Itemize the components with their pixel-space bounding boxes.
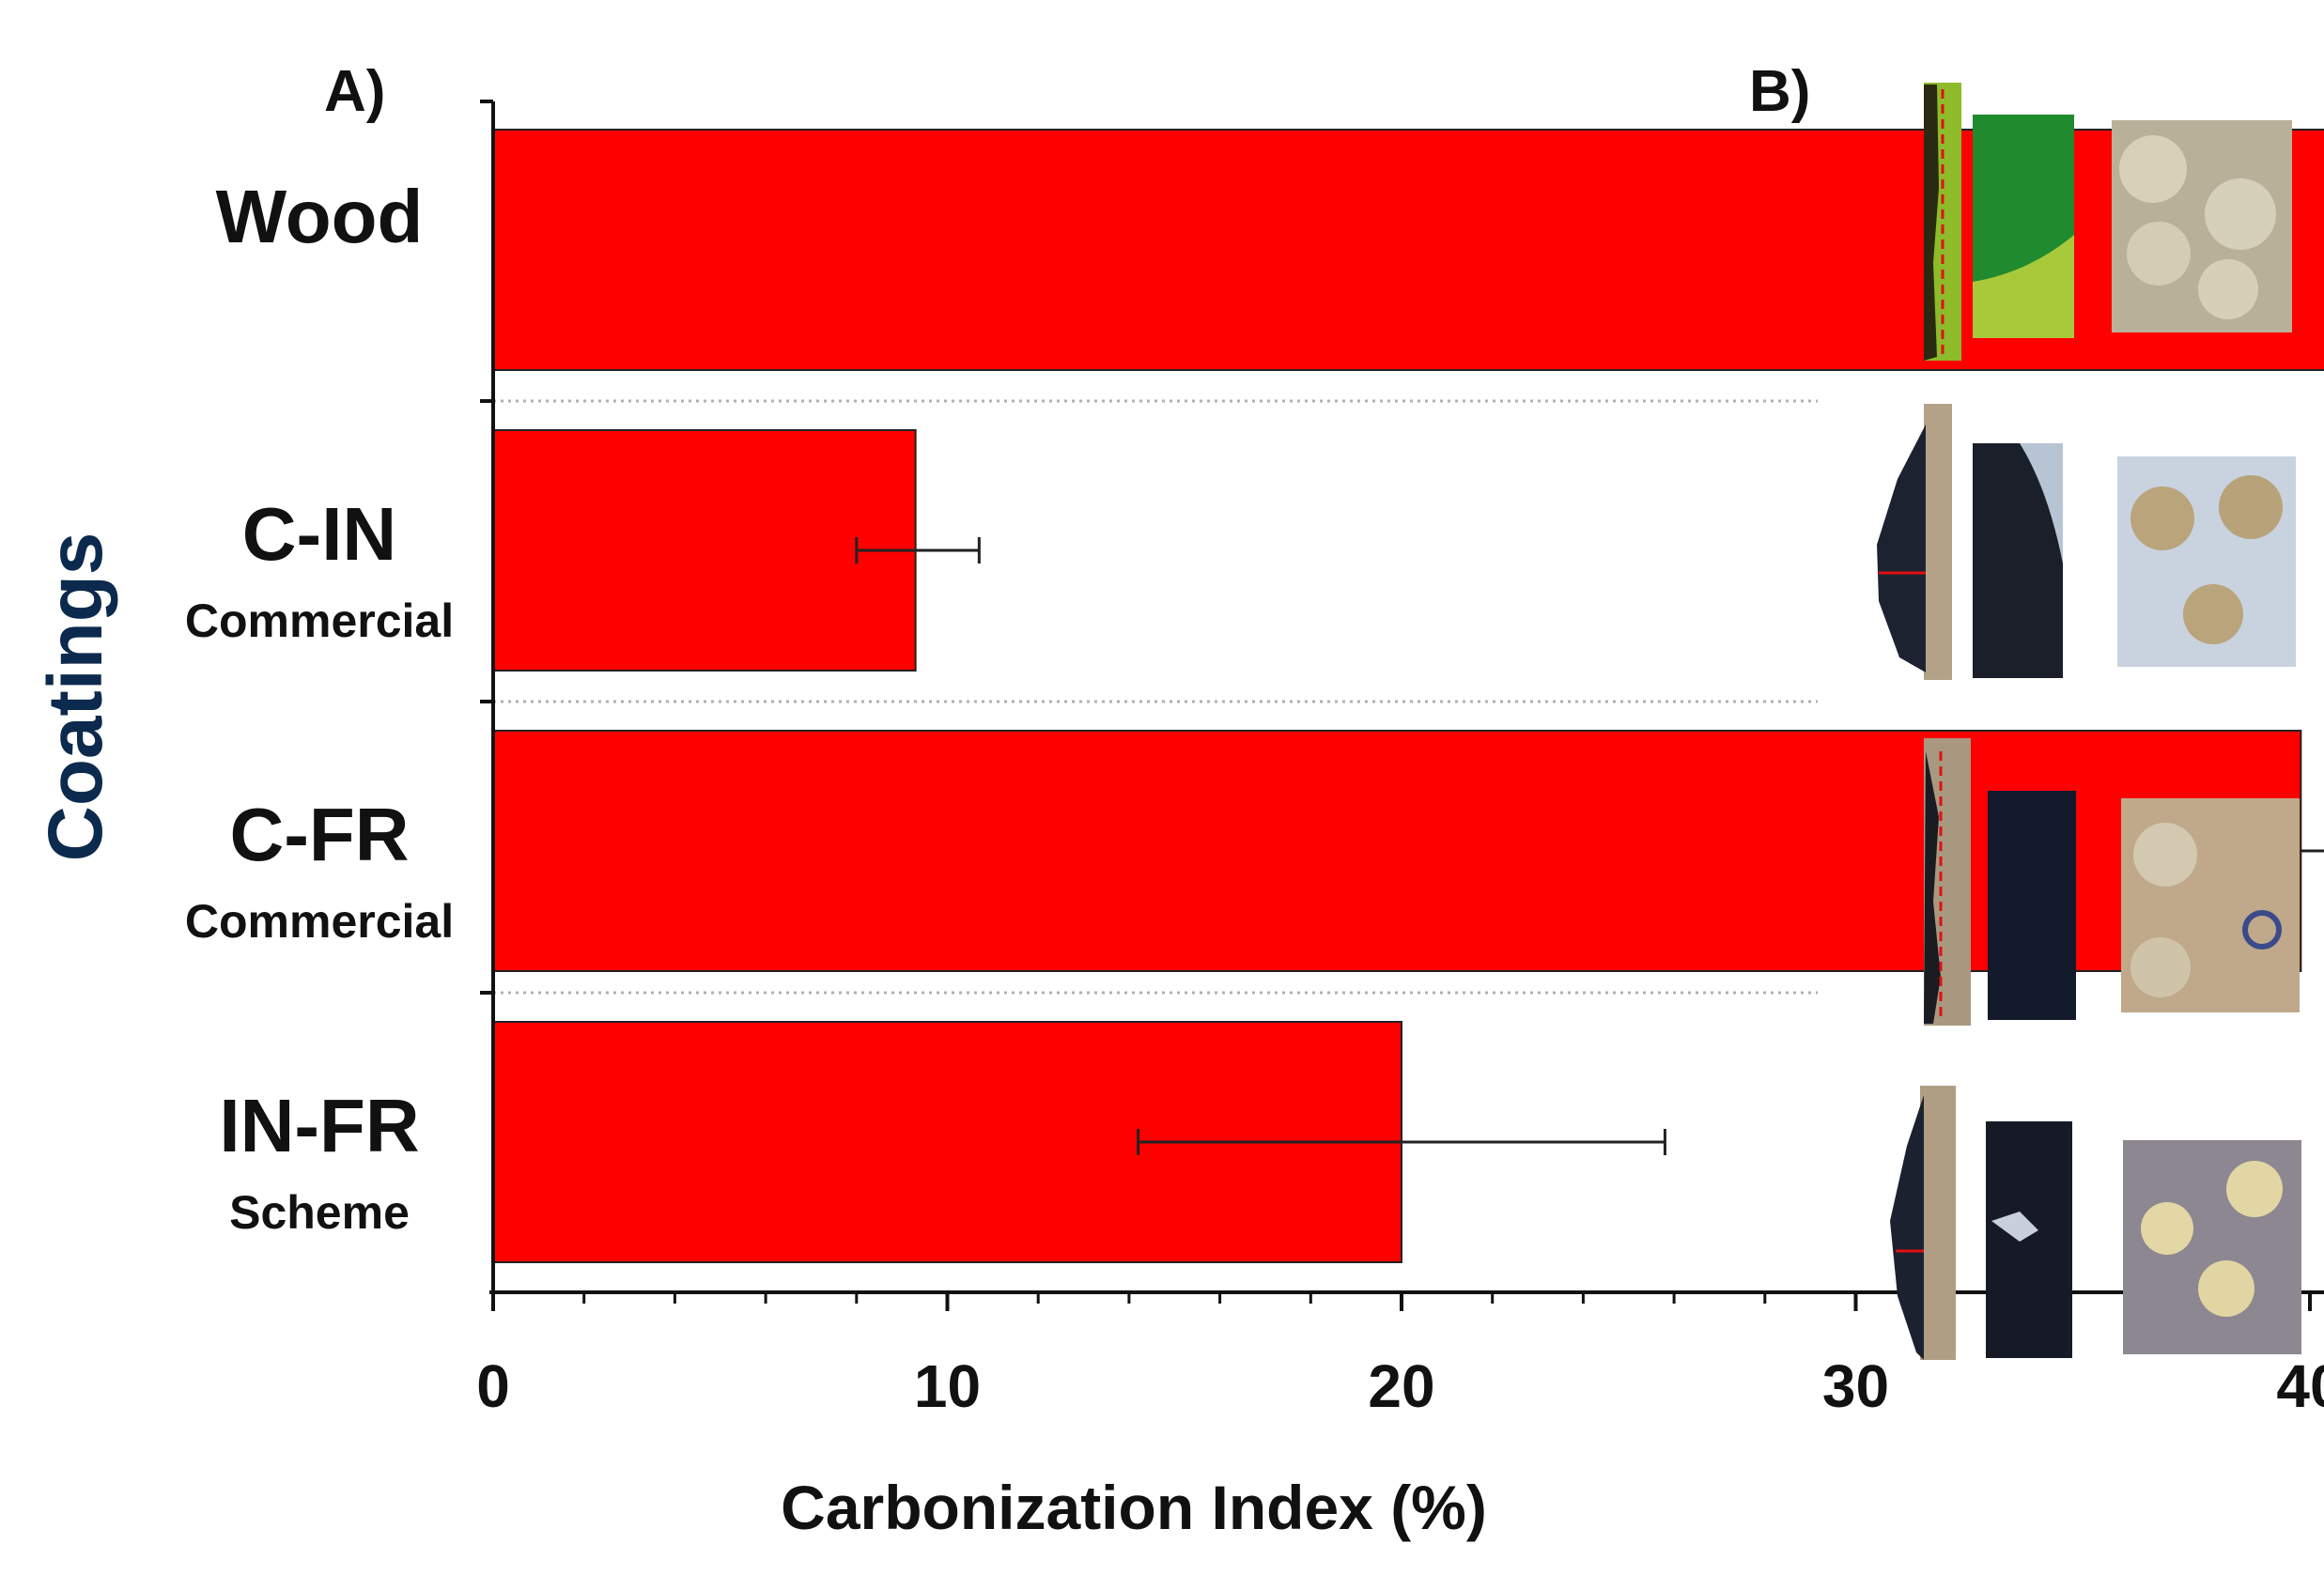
photo-char-c-fr <box>1924 751 1941 1024</box>
photo-spot-in-fr-3 <box>2198 1260 2254 1317</box>
photo-spot-c-fr-2 <box>2130 937 2191 997</box>
x-axis-title: Carbonization Index (%) <box>781 1473 1487 1542</box>
x-ticks: 01020304050 <box>476 1292 2324 1420</box>
axes <box>480 100 2324 1294</box>
category-label-wood: Wood <box>216 175 424 258</box>
y-axis-title: Coatings <box>33 533 118 862</box>
photo-row-in-fr <box>1890 1086 2301 1360</box>
photo-spot-c-in-1 <box>2130 486 2194 550</box>
category-sublabel-c-fr: Commercial <box>185 895 454 948</box>
photo-cross-section-edge-wood <box>1924 85 1939 361</box>
category-labels: Wood C-IN Commercial C-FR Commercial IN-FR Sch… <box>185 175 454 1239</box>
row-separators <box>493 399 1818 995</box>
photo-spot-wood-3 <box>2127 222 2191 286</box>
photo-char-c-in <box>1877 425 1926 672</box>
x-tick-label-20: 20 <box>1368 1352 1434 1420</box>
panel-label-a: A) <box>324 59 385 124</box>
photo-cross-section-c-in <box>1924 404 1952 680</box>
photo-cross-section-in-fr <box>1920 1086 1956 1360</box>
photo-closeup-edge-c-in <box>2020 443 2063 564</box>
error-bars <box>855 537 2324 1155</box>
photo-closeup-shade-wood <box>1973 235 2074 338</box>
x-tick-label-40: 40 <box>2276 1352 2324 1420</box>
category-sublabel-c-in: Commercial <box>185 594 454 647</box>
category-label-in-fr: IN-FR <box>219 1084 419 1167</box>
x-tick-label-0: 0 <box>476 1352 510 1420</box>
photo-spot-wood-2 <box>2205 178 2276 250</box>
bar-c-in <box>492 429 917 672</box>
photo-spot-in-fr-1 <box>2141 1202 2193 1255</box>
photo-row-c-in <box>1877 404 2296 680</box>
photo-char-in-fr <box>1890 1095 1924 1360</box>
x-tick-label-30: 30 <box>1822 1352 1889 1420</box>
photo-spot-wood-4 <box>2198 259 2258 319</box>
category-label-c-in: C-IN <box>242 492 396 576</box>
photo-closeup-mark-in-fr <box>1991 1212 2038 1242</box>
photo-ring-c-fr <box>2242 910 2282 950</box>
category-label-c-fr: C-FR <box>229 793 409 876</box>
panel-label-b: B) <box>1749 59 1810 124</box>
photo-spot-c-in-2 <box>2219 475 2283 539</box>
category-sublabel-in-fr: Scheme <box>229 1186 410 1239</box>
photo-spot-c-in-3 <box>2183 584 2243 644</box>
photo-row-wood <box>1924 83 2292 361</box>
photo-closeup-c-fr <box>1988 791 2076 1020</box>
photo-panel-b <box>1877 83 2301 1360</box>
photo-spot-c-fr-1 <box>2133 823 2197 887</box>
x-tick-label-10: 10 <box>914 1352 981 1420</box>
photo-row-c-fr <box>1924 738 2300 1026</box>
photo-closeup-in-fr <box>1986 1121 2072 1358</box>
photo-spot-in-fr-2 <box>2226 1161 2283 1217</box>
photo-spot-wood-1 <box>2119 135 2187 203</box>
